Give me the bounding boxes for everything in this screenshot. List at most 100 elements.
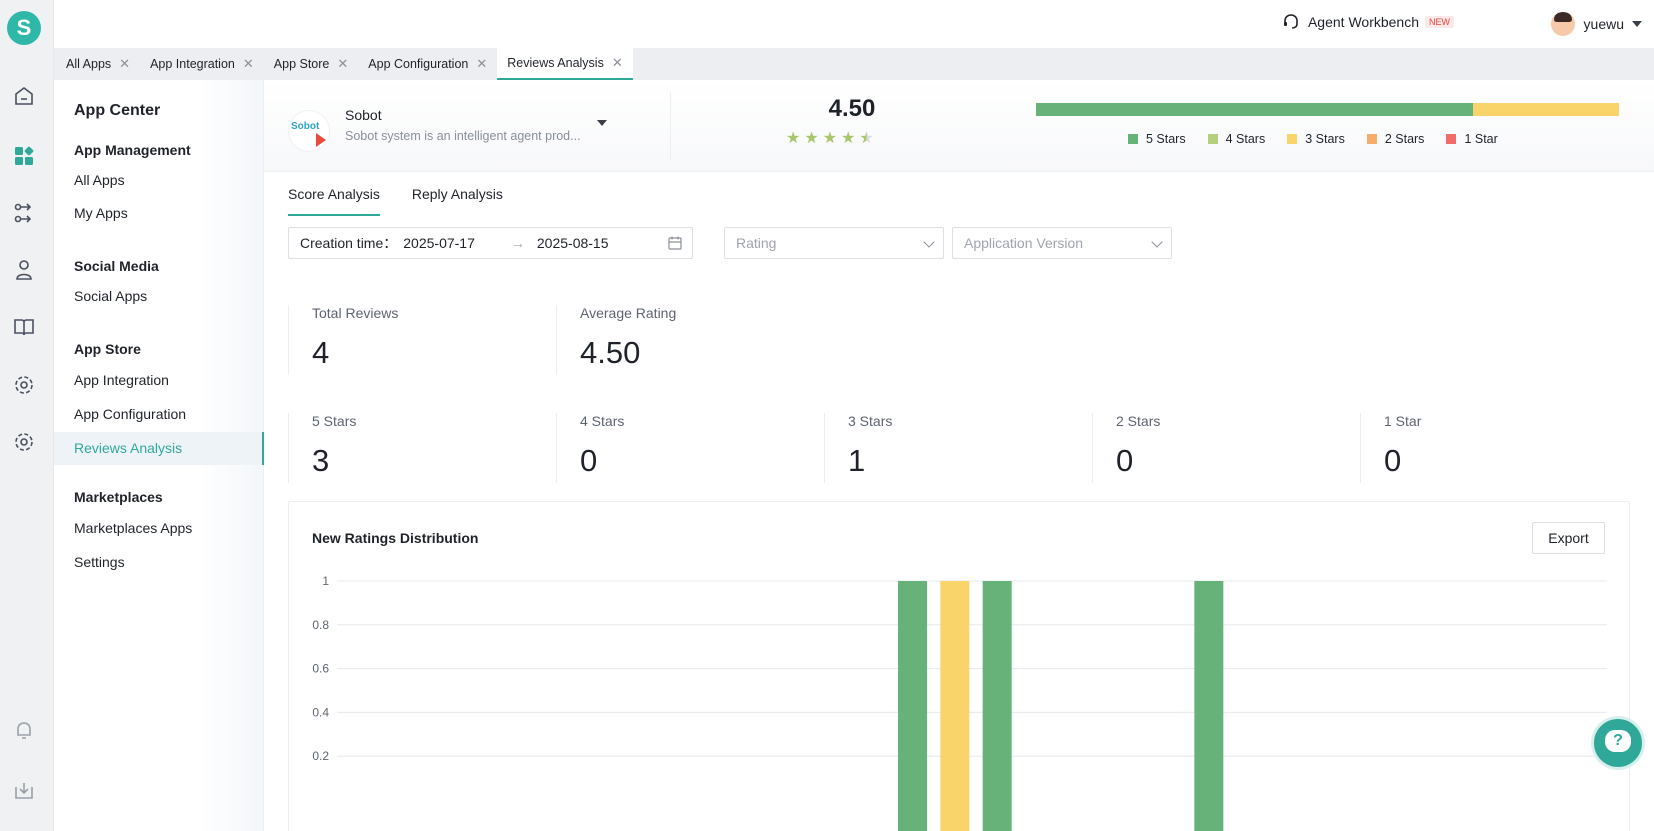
legend-swatch	[1366, 134, 1377, 144]
star-icon: ★	[841, 130, 856, 147]
agent-workbench-link[interactable]: Agent Workbench NEW	[1282, 13, 1454, 31]
sidebar-group-app-management: App Management	[74, 142, 191, 158]
tab-app-configuration[interactable]: App Configuration ✕	[358, 48, 497, 80]
headset-icon	[1283, 14, 1298, 29]
y-tick-label: 1	[322, 574, 329, 588]
legend-item: 1 Star	[1446, 132, 1498, 146]
tab-label: Reviews Analysis	[507, 56, 604, 70]
star-icon: ★	[804, 130, 819, 147]
y-tick-label: 0.4	[312, 705, 329, 719]
chart-bar[interactable]	[1194, 581, 1224, 831]
settings-alt-icon[interactable]	[13, 431, 35, 453]
calendar-icon	[668, 236, 682, 250]
legend-item: 2 Stars	[1366, 132, 1425, 146]
legend-label: 1 Star	[1464, 132, 1498, 146]
sidebar-item-social-apps[interactable]: Social Apps	[74, 288, 148, 304]
stat-value: 3	[312, 443, 330, 478]
legend-swatch	[1207, 134, 1218, 144]
close-icon[interactable]: ✕	[476, 56, 488, 71]
export-button[interactable]: Export	[1532, 522, 1605, 554]
star-rating: ★ ★ ★ ★ ★	[786, 128, 878, 148]
help-button[interactable]: ?	[1591, 716, 1645, 770]
chart-title: New Ratings Distribution	[312, 530, 479, 546]
star-icon: ★	[822, 130, 838, 147]
chart-bar[interactable]	[940, 581, 970, 831]
legend-item: 4 Stars	[1207, 132, 1265, 146]
sidebar-item-all-apps[interactable]: All Apps	[74, 172, 125, 188]
new-badge: NEW	[1425, 16, 1454, 28]
book-icon[interactable]	[13, 316, 35, 338]
chevron-down-icon	[923, 236, 935, 248]
stat-3-stars: 3 Stars 1	[824, 413, 1078, 483]
sidebar-group-app-store: App Store	[74, 341, 141, 357]
y-tick-label: 0.2	[312, 749, 329, 763]
close-icon[interactable]: ✕	[242, 56, 254, 71]
analysis-tabs: Score Analysis Reply Analysis	[288, 178, 535, 216]
stat-4-stars: 4 Stars 0	[556, 413, 810, 483]
rating-bar-segment	[1473, 103, 1619, 116]
settings-icon[interactable]	[13, 374, 35, 396]
chart-bar[interactable]	[898, 581, 927, 831]
close-icon[interactable]: ✕	[611, 55, 623, 70]
application-version-placeholder: Application Version	[964, 235, 1084, 251]
routing-icon[interactable]	[13, 202, 35, 224]
application-version-select[interactable]: Application Version	[952, 227, 1172, 259]
close-icon[interactable]: ✕	[337, 56, 349, 71]
sidebar: App Center App Management All Apps My Ap…	[54, 80, 264, 831]
tab-reply-analysis[interactable]: Reply Analysis	[411, 186, 503, 202]
sobot-logo[interactable]: S	[7, 11, 41, 45]
legend-swatch	[1128, 134, 1138, 144]
app-name[interactable]: Sobot	[345, 107, 382, 123]
tab-app-integration[interactable]: App Integration ✕	[140, 48, 264, 80]
rating-legend: 5 Stars 4 Stars 3 Stars 2 Stars 1 Star	[1128, 132, 1520, 146]
stat-value: 4.50	[580, 335, 641, 370]
sidebar-item-app-integration[interactable]: App Integration	[74, 372, 169, 388]
close-icon[interactable]: ✕	[119, 56, 131, 71]
home-icon[interactable]	[13, 85, 35, 107]
sidebar-item-reviews-analysis[interactable]: Reviews Analysis	[54, 432, 264, 465]
app-header: Sobot Sobot Sobot system is an intellige…	[264, 80, 1654, 172]
tab-app-store[interactable]: App Store ✕	[264, 48, 359, 80]
tab-label: App Integration	[150, 57, 235, 71]
sidebar-item-my-apps[interactable]: My Apps	[74, 205, 128, 221]
chart-bar[interactable]	[982, 581, 1012, 831]
legend-swatch	[1287, 134, 1298, 144]
legend-item: 3 Stars	[1287, 132, 1345, 146]
apps-icon[interactable]	[13, 145, 35, 167]
top-bar: Agent Workbench NEW yuewu	[54, 0, 1654, 48]
creation-time-range-picker[interactable]: Creation time： 2025-07-17 → 2025-08-15	[288, 227, 693, 259]
main-content: Sobot Sobot Sobot system is an intellige…	[264, 80, 1654, 831]
tab-all-apps[interactable]: All Apps ✕	[56, 48, 140, 80]
user-menu[interactable]: yuewu	[1550, 12, 1642, 36]
app-logo-text: Sobot	[291, 121, 320, 132]
creation-time-label: Creation time：	[300, 235, 398, 251]
download-icon[interactable]	[13, 779, 35, 801]
users-icon[interactable]	[13, 259, 35, 281]
start-date-input[interactable]: 2025-07-17	[403, 235, 475, 251]
stat-label: 1 Star	[1384, 413, 1422, 429]
range-arrow-icon: →	[510, 235, 525, 251]
tab-score-analysis[interactable]: Score Analysis	[288, 178, 380, 216]
star-icon: ★	[859, 130, 874, 147]
rating-select[interactable]: Rating	[724, 227, 944, 259]
rating-distribution-bar	[1036, 103, 1619, 116]
app-logo: Sobot	[288, 110, 330, 152]
y-tick-label: 0.6	[312, 662, 329, 676]
sidebar-item-settings[interactable]: Settings	[74, 554, 125, 570]
legend-item: 5 Stars	[1128, 132, 1186, 146]
average-rating-value: 4.50	[828, 95, 876, 122]
rating-bar-segment	[1036, 103, 1474, 116]
sidebar-item-app-configuration[interactable]: App Configuration	[74, 406, 187, 422]
legend-label: 2 Stars	[1384, 132, 1425, 146]
page-tabs: All Apps ✕ App Integration ✕ App Store ✕ Ap…	[54, 48, 1654, 80]
tab-reviews-analysis[interactable]: Reviews Analysis ✕	[497, 48, 633, 80]
stat-value: 4	[312, 335, 330, 370]
avatar	[1550, 12, 1575, 36]
app-select-caret-icon[interactable]	[597, 120, 607, 126]
legend-label: 5 Stars	[1146, 132, 1186, 146]
bell-icon[interactable]	[13, 719, 35, 741]
stat-label: 3 Stars	[848, 413, 893, 429]
sidebar-item-marketplaces-apps[interactable]: Marketplaces Apps	[74, 520, 193, 536]
sidebar-title: App Center	[74, 102, 161, 119]
end-date-input[interactable]: 2025-08-15	[536, 235, 609, 251]
